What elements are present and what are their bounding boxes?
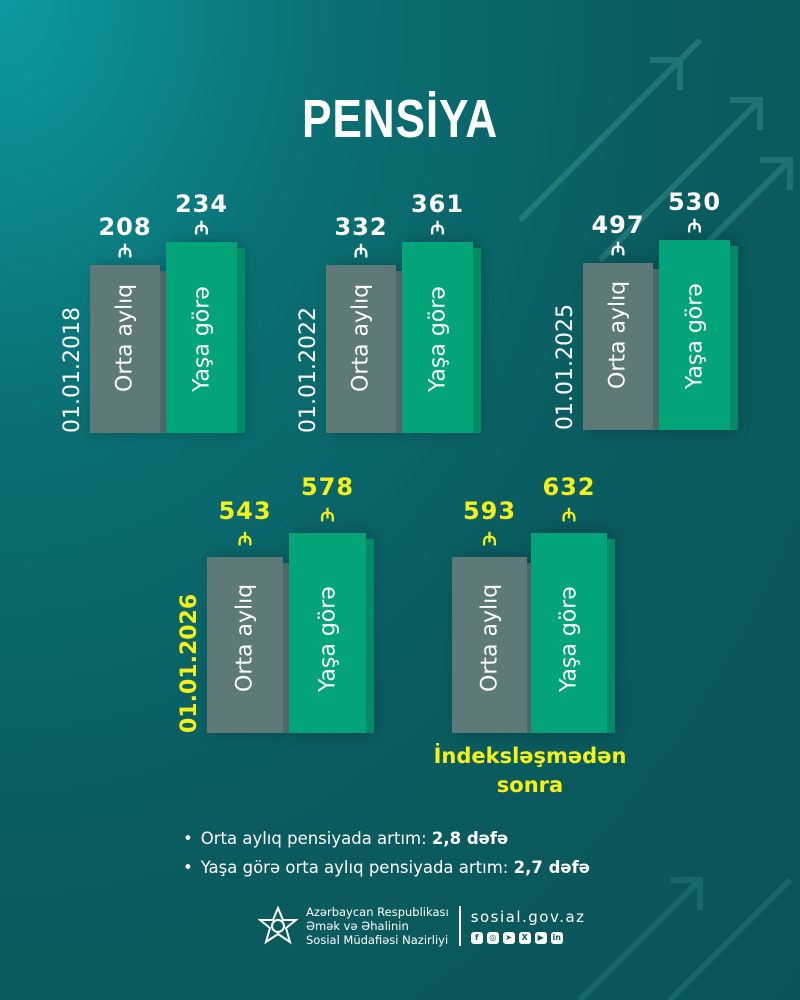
bar-side: [396, 271, 404, 433]
bar-label: Orta aylıq: [112, 283, 138, 392]
bar-label: Yaşa görə: [315, 586, 340, 692]
bar-orta-ayliq: Orta aylıq: [207, 557, 291, 733]
bar-label: Orta aylıq: [477, 583, 502, 692]
x-icon[interactable]: X: [518, 932, 531, 944]
summary-value: 2,7 dəfə: [513, 858, 590, 877]
bar-side: [237, 248, 245, 433]
currency-icon: ₼: [561, 505, 577, 526]
summary-text: Orta aylıq pensiyada artım:: [200, 829, 432, 848]
summary-item: Yaşa görə orta aylıq pensiyada artım: 2,…: [183, 853, 590, 882]
summary-text: Yaşa görə orta aylıq pensiyada artım:: [200, 858, 514, 877]
youtube-icon[interactable]: ▶: [534, 932, 547, 944]
bar-side: [730, 246, 738, 430]
bar-side: [473, 248, 481, 433]
bar-label: Orta aylıq: [605, 280, 631, 389]
bar-yasa-gore: Yaşa görə: [289, 533, 374, 733]
currency-icon: ₼: [237, 529, 253, 550]
bar-orta-ayliq: Orta aylıq: [90, 265, 168, 433]
value-label: 530: [667, 188, 722, 216]
page-title: PENSİYA: [301, 89, 499, 149]
currency-icon: ₼: [430, 218, 445, 239]
bar-side: [607, 539, 615, 733]
growth-arrows-decoration: [517, 37, 793, 273]
bar-label: Yaşa görə: [556, 586, 582, 692]
value-label: 208: [98, 213, 152, 241]
ministry-name-line: Azərbaycan Respublikası: [306, 905, 449, 919]
bar-label: Yaşa görə: [425, 286, 450, 392]
date-label: 01.01.2022: [296, 307, 321, 433]
bar-orta-ayliq: Orta aylıq: [583, 263, 661, 430]
currency-icon: ₼: [353, 241, 369, 262]
bar-yasa-gore: Yaşa görə: [659, 240, 738, 430]
currency-icon: ₼: [482, 529, 497, 550]
date-label: 01.01.2026: [177, 593, 202, 733]
telegram-icon[interactable]: ➤: [502, 932, 515, 944]
summary-list: Orta aylıq pensiyada artım: 2,8 dəfə Yaş…: [183, 824, 590, 882]
ministry-logo-icon: [258, 906, 298, 945]
bar-label: Yaşa görə: [189, 286, 214, 392]
date-label: 01.01.2025: [553, 304, 578, 430]
value-label: 543: [218, 497, 272, 525]
instagram-icon[interactable]: ◎: [486, 932, 499, 944]
growth-arrows-decoration-bottom: [577, 877, 793, 1000]
currency-icon: ₼: [610, 239, 626, 260]
value-label: 361: [410, 190, 465, 218]
summary-value: 2,8 dəfə: [431, 829, 509, 848]
indexation-note: İndeksləşmədən sonra: [433, 744, 627, 797]
linkedin-icon[interactable]: in: [550, 932, 563, 944]
divider: [458, 906, 461, 946]
bar-yasa-gore: Yaşa görə: [402, 242, 481, 433]
bar-side: [283, 563, 291, 733]
currency-icon: ₼: [194, 218, 209, 239]
currency-icon: ₼: [320, 505, 335, 526]
value-label: 332: [334, 213, 388, 241]
website-link[interactable]: sosial.gov.az: [470, 908, 586, 926]
facebook-icon[interactable]: f: [470, 932, 483, 944]
bar-orta-ayliq: Orta aylıq: [326, 265, 404, 433]
ministry-name: Azərbaycan Respublikası Əmək və Əhalinin…: [306, 905, 449, 947]
footer: Azərbaycan Respublikası Əmək və Əhalinin…: [258, 905, 586, 947]
value-label: 578: [300, 473, 355, 501]
bar-label: Orta aylıq: [232, 583, 258, 692]
summary-item: Orta aylıq pensiyada artım: 2,8 dəfə: [183, 824, 590, 853]
bar-side: [366, 539, 374, 733]
ministry-name-line: Sosial Müdafiəsi Nazirliyi: [306, 933, 449, 947]
bar-label: Yaşa görə: [682, 283, 707, 389]
bar-label: Orta aylıq: [348, 283, 374, 392]
currency-icon: ₼: [117, 241, 133, 262]
ministry-name-line: Əmək və Əhalinin: [306, 919, 409, 933]
value-label: 632: [542, 473, 596, 501]
value-label: 497: [591, 211, 645, 239]
bar-side: [653, 269, 661, 430]
bar-side: [160, 271, 168, 433]
date-label: 01.01.2018: [60, 307, 85, 433]
bar-yasa-gore: Yaşa görə: [531, 533, 615, 733]
currency-icon: ₼: [687, 216, 702, 237]
bar-yasa-gore: Yaşa görə: [166, 242, 245, 433]
bar-orta-ayliq: Orta aylıq: [452, 557, 535, 733]
value-label: 234: [174, 190, 229, 218]
value-label: 593: [462, 497, 517, 525]
